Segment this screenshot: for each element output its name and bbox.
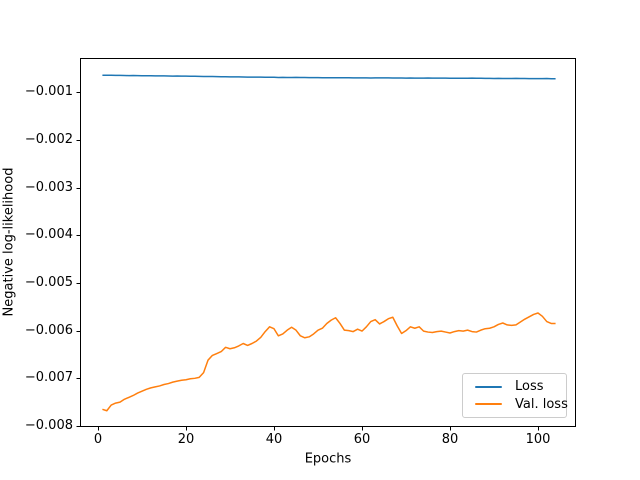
val-loss-line-swatch <box>475 403 502 406</box>
y-tick-label: −0.008 <box>24 417 73 433</box>
x-tick-label: 100 <box>525 432 551 447</box>
y-tick-label: −0.004 <box>24 227 73 243</box>
legend-label-loss: Loss <box>515 379 544 395</box>
x-tick-label: 60 <box>353 432 371 447</box>
x-axis-label: Epochs <box>304 451 352 467</box>
x-tick-label: 0 <box>93 432 103 447</box>
y-tick-label: −0.002 <box>24 131 73 147</box>
x-tick-label: 40 <box>265 432 283 447</box>
legend-label-val-loss: Val. loss <box>515 396 568 412</box>
axes-frame <box>80 58 576 427</box>
x-tick-label: 20 <box>177 432 195 447</box>
loss-line-swatch <box>475 385 502 388</box>
legend-item-loss: Loss <box>470 378 559 396</box>
series-line-val-loss <box>102 312 556 412</box>
y-tick-label: −0.005 <box>24 274 73 290</box>
legend-item-val-loss: Val. loss <box>470 396 568 414</box>
legend: Loss Val. loss <box>462 373 568 418</box>
y-tick-label: −0.006 <box>24 322 73 338</box>
y-tick-label: −0.003 <box>24 179 73 195</box>
series-line-loss <box>102 74 556 80</box>
x-tick-label: 80 <box>441 432 459 447</box>
y-tick-label: −0.001 <box>24 84 73 100</box>
y-tick-label: −0.007 <box>24 370 73 386</box>
